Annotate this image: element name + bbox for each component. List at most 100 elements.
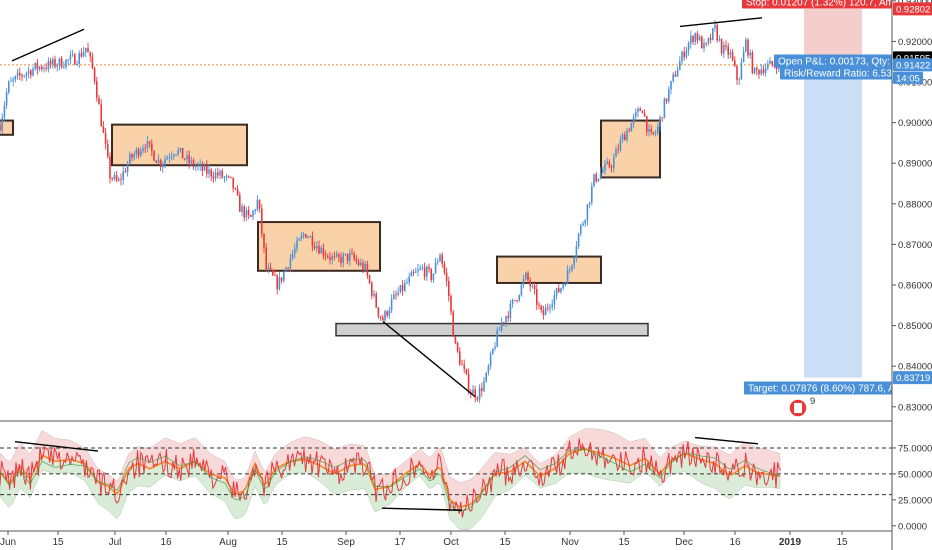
candle-body: [329, 257, 331, 260]
candle-body: [316, 246, 318, 249]
candle-body: [362, 262, 364, 271]
candle-body: [542, 310, 545, 316]
time-tick-label: 15: [499, 537, 511, 548]
zone-box-4[interactable]: [496, 255, 602, 284]
candle-body: [151, 143, 153, 151]
price-panel[interactable]: Stop: 0.01207 (1.32%) 120.7, Amount: Open…: [0, 0, 925, 403]
time-axis[interactable]: Jun 15 Jul 16 Aug 15 Sep 17 Oct 15 Nov 15 Dec 16 2019 1…: [0, 531, 848, 548]
price-trendline-2[interactable]: [382, 320, 476, 398]
candle-body: [16, 72, 19, 77]
candle-body: [250, 214, 252, 217]
candle-body: [483, 380, 485, 392]
oscillator-axis[interactable]: 75.0000 50.0000 25.0000 0.0000: [892, 443, 932, 532]
candle-body: [474, 389, 476, 398]
candle-body: [646, 115, 648, 132]
position-labels: Stop: 0.01207 (1.32%) 120.7, Amount: Open…: [742, 0, 925, 395]
candle-body: [307, 237, 309, 239]
candle-body: [637, 108, 639, 113]
candle-body: [318, 246, 320, 254]
gray-support-zone[interactable]: [335, 322, 649, 337]
price-trendlines[interactable]: [11, 17, 763, 398]
candle-body: [694, 33, 696, 43]
osc-trendline-3[interactable]: [694, 436, 759, 445]
candle-body: [296, 240, 298, 249]
price-tick-label: 0.87000: [898, 240, 932, 251]
candle-body: [173, 154, 175, 157]
candle-body: [49, 60, 52, 65]
candle-body: [465, 368, 468, 375]
candle-body: [27, 70, 30, 74]
candle-body: [509, 303, 512, 318]
event-badge-count: 9: [810, 396, 815, 407]
candle-body: [58, 58, 61, 66]
stop-label-bg: [742, 0, 892, 9]
candle-body: [192, 160, 195, 168]
zone-box-5[interactable]: [600, 119, 661, 179]
candle-body: [276, 275, 278, 290]
candle-body: [437, 261, 439, 263]
candle-body: [426, 266, 428, 277]
candle-body: [85, 47, 87, 53]
candle-body: [406, 282, 408, 284]
oscillator-panel[interactable]: [0, 428, 892, 530]
candle-body: [107, 143, 109, 157]
candle-body: [450, 296, 452, 312]
osc-trendline-2[interactable]: [381, 507, 463, 511]
candle-body: [747, 39, 749, 56]
candle-body: [533, 285, 536, 290]
price-trendline-1[interactable]: [11, 28, 85, 62]
candle-body: [190, 160, 193, 164]
candle-body: [25, 73, 28, 76]
candle-body: [767, 63, 769, 69]
time-tick-label: 2019: [779, 537, 802, 548]
candle-body: [155, 160, 157, 163]
candle-body: [687, 43, 690, 51]
time-tick-label: 15: [276, 537, 288, 548]
candle-body: [586, 204, 589, 221]
candle-body: [184, 158, 186, 160]
candle-body: [272, 270, 274, 276]
candle-body: [331, 256, 333, 260]
osc-lines: [0, 438, 782, 518]
candle-body: [443, 264, 446, 273]
candle-body: [131, 154, 133, 158]
candle-body: [157, 159, 160, 163]
candle-body: [665, 98, 668, 102]
candle-body: [505, 316, 507, 323]
candle-body: [305, 234, 307, 238]
candle-body: [584, 220, 586, 224]
candle-body: [78, 53, 80, 65]
candle-body: [96, 81, 98, 98]
candle-body: [536, 289, 538, 305]
candle-body: [118, 179, 120, 181]
osc-tick-label: 25.0000: [898, 495, 932, 506]
osc-trendline-1[interactable]: [14, 441, 99, 452]
candle-body: [353, 253, 355, 260]
candle-body: [89, 52, 91, 57]
candle-body: [232, 177, 234, 189]
candle-body: [146, 141, 149, 149]
candle-body: [56, 65, 58, 67]
candle-body: [159, 159, 162, 168]
candle-body: [166, 157, 168, 160]
candle-body: [30, 70, 32, 76]
candle-body: [300, 235, 303, 239]
event-badge[interactable]: 9: [788, 396, 815, 418]
candle-body: [588, 202, 591, 205]
price-trendline-3[interactable]: [679, 17, 763, 28]
candle-body: [749, 52, 751, 56]
candle-body: [599, 172, 602, 179]
osc-trendlines[interactable]: [14, 436, 759, 511]
candle-body: [639, 108, 641, 111]
candle-body: [428, 266, 430, 270]
candle-body: [624, 134, 626, 141]
candle-body: [544, 307, 547, 316]
time-tick-label: 17: [394, 537, 406, 548]
take-profit-area[interactable]: [804, 64, 862, 378]
price-tag-label: 0.83719: [896, 373, 930, 384]
candle-body: [718, 39, 721, 41]
candle-body: [696, 33, 699, 41]
candle-body: [333, 256, 336, 257]
candle-body: [217, 172, 219, 176]
candle-body: [219, 170, 221, 176]
